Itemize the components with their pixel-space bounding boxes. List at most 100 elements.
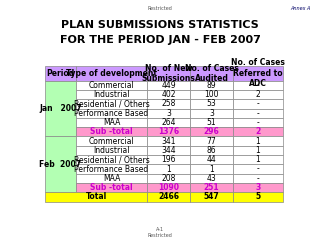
FancyBboxPatch shape — [147, 81, 190, 90]
FancyBboxPatch shape — [76, 118, 147, 127]
FancyBboxPatch shape — [147, 66, 190, 81]
FancyBboxPatch shape — [76, 137, 147, 146]
Text: 402: 402 — [162, 90, 176, 99]
FancyBboxPatch shape — [233, 183, 283, 192]
Text: -: - — [257, 174, 260, 183]
FancyBboxPatch shape — [76, 90, 147, 99]
Text: Residential / Others: Residential / Others — [74, 99, 149, 108]
FancyBboxPatch shape — [190, 155, 233, 164]
Text: 43: 43 — [207, 174, 217, 183]
Text: PLAN SUBMISSIONS STATISTICS: PLAN SUBMISSIONS STATISTICS — [61, 20, 259, 30]
FancyBboxPatch shape — [190, 183, 233, 192]
FancyBboxPatch shape — [233, 174, 283, 183]
FancyBboxPatch shape — [190, 164, 233, 174]
FancyBboxPatch shape — [76, 146, 147, 155]
FancyBboxPatch shape — [233, 164, 283, 174]
FancyBboxPatch shape — [147, 127, 190, 137]
Text: Commercial: Commercial — [89, 81, 134, 90]
FancyBboxPatch shape — [190, 174, 233, 183]
FancyBboxPatch shape — [147, 174, 190, 183]
FancyBboxPatch shape — [76, 164, 147, 174]
Text: MAA: MAA — [103, 118, 120, 127]
FancyBboxPatch shape — [190, 118, 233, 127]
Text: 89: 89 — [207, 81, 216, 90]
FancyBboxPatch shape — [190, 81, 233, 90]
Text: 77: 77 — [207, 137, 217, 146]
FancyBboxPatch shape — [233, 127, 283, 137]
FancyBboxPatch shape — [147, 183, 190, 192]
Text: FOR THE PERIOD JAN - FEB 2007: FOR THE PERIOD JAN - FEB 2007 — [60, 35, 260, 45]
FancyBboxPatch shape — [190, 66, 233, 81]
FancyBboxPatch shape — [233, 108, 283, 118]
FancyBboxPatch shape — [190, 90, 233, 99]
FancyBboxPatch shape — [233, 146, 283, 155]
Text: Performance Based: Performance Based — [75, 165, 149, 174]
FancyBboxPatch shape — [190, 192, 233, 202]
Text: -: - — [257, 99, 260, 108]
FancyBboxPatch shape — [147, 108, 190, 118]
FancyBboxPatch shape — [233, 66, 283, 81]
FancyBboxPatch shape — [233, 90, 283, 99]
FancyBboxPatch shape — [147, 118, 190, 127]
Text: Type of development: Type of development — [66, 69, 157, 78]
Text: 196: 196 — [162, 155, 176, 164]
FancyBboxPatch shape — [76, 155, 147, 164]
FancyBboxPatch shape — [76, 66, 147, 81]
FancyBboxPatch shape — [190, 137, 233, 146]
Text: 208: 208 — [162, 174, 176, 183]
Text: 344: 344 — [162, 146, 176, 155]
Text: MAA: MAA — [103, 174, 120, 183]
Text: 258: 258 — [162, 99, 176, 108]
Text: 86: 86 — [207, 146, 216, 155]
Text: Annex A: Annex A — [290, 6, 310, 11]
Text: 1376: 1376 — [158, 127, 179, 136]
Text: 341: 341 — [162, 137, 176, 146]
Text: Jan   2007: Jan 2007 — [39, 104, 82, 113]
Text: Residential / Others: Residential / Others — [74, 155, 149, 164]
FancyBboxPatch shape — [190, 146, 233, 155]
Text: 2466: 2466 — [158, 192, 179, 201]
Text: -: - — [257, 81, 260, 90]
FancyBboxPatch shape — [190, 108, 233, 118]
FancyBboxPatch shape — [147, 137, 190, 146]
FancyBboxPatch shape — [76, 183, 147, 192]
Text: 44: 44 — [207, 155, 217, 164]
FancyBboxPatch shape — [45, 137, 76, 192]
FancyBboxPatch shape — [76, 127, 147, 137]
Text: 53: 53 — [207, 99, 217, 108]
Text: Restricted: Restricted — [148, 6, 172, 11]
Text: 2: 2 — [256, 90, 260, 99]
Text: 264: 264 — [162, 118, 176, 127]
FancyBboxPatch shape — [233, 81, 283, 90]
FancyBboxPatch shape — [233, 192, 283, 202]
FancyBboxPatch shape — [147, 146, 190, 155]
Text: 1: 1 — [256, 155, 260, 164]
FancyBboxPatch shape — [147, 164, 190, 174]
Text: 547: 547 — [204, 192, 220, 201]
Text: -: - — [257, 118, 260, 127]
Text: No. of New
Submissions: No. of New Submissions — [142, 64, 196, 83]
FancyBboxPatch shape — [233, 137, 283, 146]
FancyBboxPatch shape — [190, 127, 233, 137]
FancyBboxPatch shape — [147, 99, 190, 108]
FancyBboxPatch shape — [147, 192, 190, 202]
Text: No. of Cases
Audited: No. of Cases Audited — [185, 64, 238, 83]
FancyBboxPatch shape — [76, 99, 147, 108]
Text: Period: Period — [46, 69, 75, 78]
FancyBboxPatch shape — [76, 174, 147, 183]
Text: 1090: 1090 — [158, 183, 179, 192]
Text: -: - — [257, 165, 260, 174]
Text: 251: 251 — [204, 183, 220, 192]
FancyBboxPatch shape — [147, 155, 190, 164]
FancyBboxPatch shape — [147, 90, 190, 99]
Text: 2: 2 — [255, 127, 261, 136]
Text: 100: 100 — [204, 90, 219, 99]
FancyBboxPatch shape — [76, 108, 147, 118]
Text: Total: Total — [85, 192, 107, 201]
FancyBboxPatch shape — [45, 81, 76, 137]
Text: Feb  2007: Feb 2007 — [39, 160, 82, 169]
Text: 449: 449 — [162, 81, 176, 90]
Text: Performance Based: Performance Based — [75, 109, 149, 118]
Text: 3: 3 — [209, 109, 214, 118]
Text: Industrial: Industrial — [93, 146, 130, 155]
